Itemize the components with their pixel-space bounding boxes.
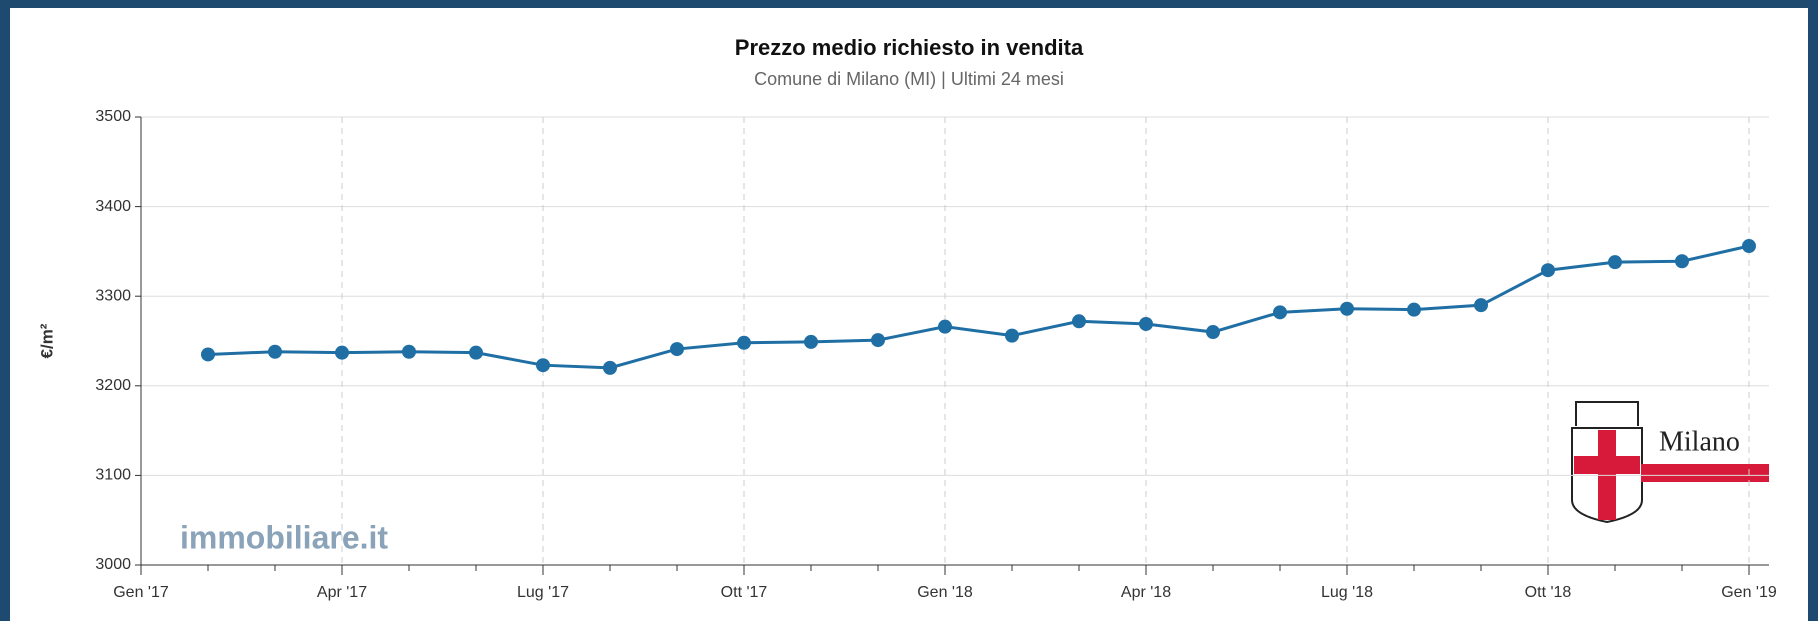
y-tick-label: 3200 (95, 377, 131, 394)
point (1072, 314, 1086, 328)
x-tick-label: Lug '18 (1321, 584, 1373, 601)
point (1206, 325, 1220, 339)
point (1608, 255, 1622, 269)
chart: Prezzo medio richiesto in vendita Comune… (0, 0, 1818, 621)
point (1005, 329, 1019, 343)
point (938, 320, 952, 334)
x-tick-label: Gen '18 (917, 584, 973, 601)
page: Prezzo medio richiesto in vendita Comune… (0, 0, 1818, 621)
point (1675, 254, 1689, 268)
x-tick-label: Ott '18 (1525, 584, 1572, 601)
x-tick-label: Gen '17 (113, 584, 169, 601)
y-axis-label: €/m² (37, 323, 56, 358)
point (402, 345, 416, 359)
point (603, 361, 617, 375)
x-tick-label: Lug '17 (517, 584, 569, 601)
point (268, 345, 282, 359)
y-tick-label: 3100 (95, 467, 131, 484)
point (1340, 302, 1354, 316)
point (536, 358, 550, 372)
point (1742, 239, 1756, 253)
y-tick-label: 3300 (95, 287, 131, 304)
y-tick-label: 3400 (95, 198, 131, 215)
y-tick-label: 3000 (95, 556, 131, 573)
x-tick-label: Apr '17 (317, 584, 367, 601)
point (804, 335, 818, 349)
point (737, 336, 751, 350)
logo-text: Milano (1659, 426, 1740, 457)
x-tick-label: Ott '17 (721, 584, 768, 601)
point (1407, 303, 1421, 317)
watermark: immobiliare.it (180, 519, 388, 555)
x-tick-label: Apr '18 (1121, 584, 1171, 601)
point (469, 346, 483, 360)
point (1541, 263, 1555, 277)
point (871, 333, 885, 347)
point (1474, 298, 1488, 312)
point (201, 347, 215, 361)
point (335, 346, 349, 360)
chart-subtitle: Comune di Milano (MI) | Ultimi 24 mesi (754, 69, 1064, 89)
point (670, 342, 684, 356)
chart-title: Prezzo medio richiesto in vendita (735, 35, 1084, 60)
point (1273, 305, 1287, 319)
x-tick-label: Gen '19 (1721, 584, 1777, 601)
y-tick-label: 3500 (95, 108, 131, 125)
point (1139, 317, 1153, 331)
